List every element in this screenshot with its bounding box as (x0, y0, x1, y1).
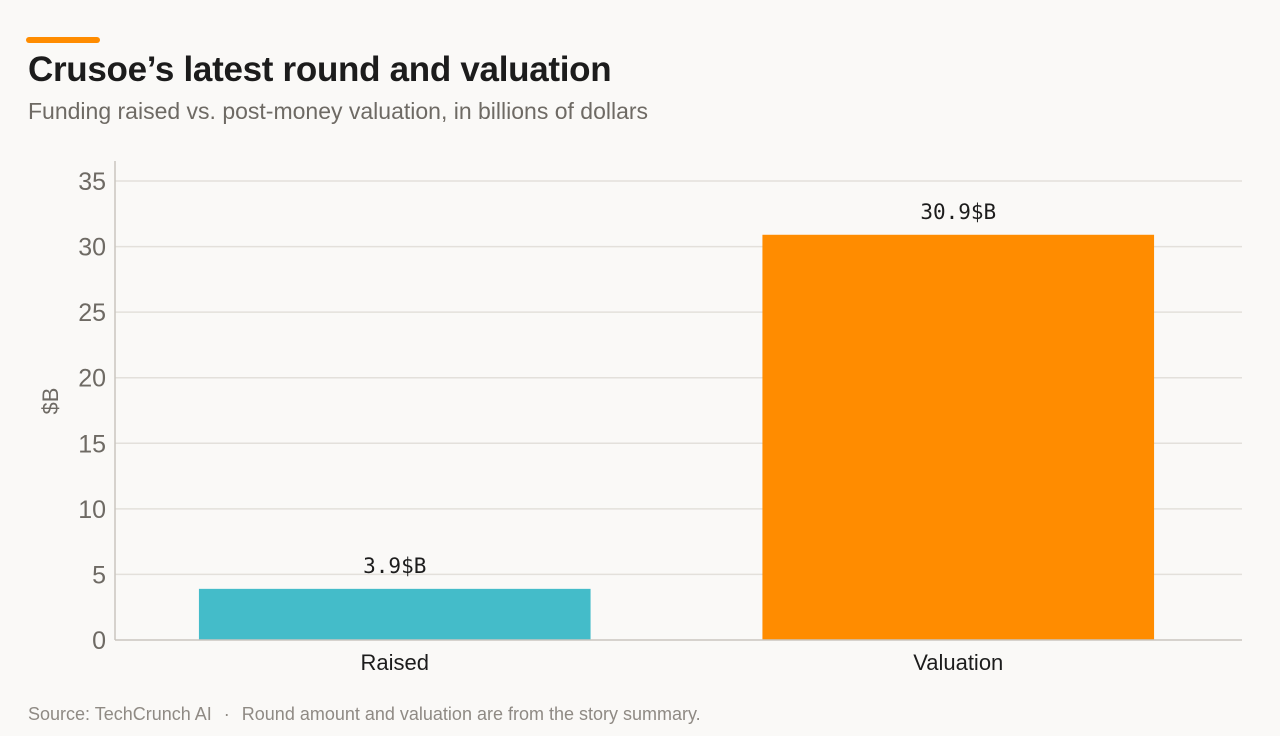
y-tick-label: 35 (78, 168, 106, 196)
accent-bar (26, 37, 100, 43)
data-label-valuation: 30.9$B (920, 200, 996, 224)
x-tick-label-valuation: Valuation (913, 650, 1003, 675)
footer: Source: TechCrunch AI · Round amount and v… (28, 704, 701, 725)
bars (198, 234, 1155, 641)
footer-separator: · (223, 704, 230, 724)
x-tick-label-raised: Raised (361, 650, 429, 675)
chart-title: Crusoe’s latest round and valuation (28, 50, 612, 89)
bar-chart: 0 5 10 15 20 25 30 35 3.9$B 30.9$B Raised Valuati… (38, 161, 1242, 675)
y-tick-label: 0 (92, 627, 106, 655)
y-tick-labels: 0 5 10 15 20 25 30 35 (78, 168, 106, 655)
y-tick-label: 10 (78, 496, 106, 524)
chart-subtitle: Funding raised vs. post-money valuation,… (28, 98, 649, 124)
y-tick-label: 25 (78, 299, 106, 327)
y-tick-label: 5 (92, 561, 106, 589)
footer-note: Round amount and valuation are from the … (241, 704, 701, 724)
y-tick-label: 20 (78, 365, 106, 393)
bar-valuation (762, 234, 1155, 641)
y-tick-label: 30 (78, 234, 106, 262)
data-labels: 3.9$B 30.9$B (363, 200, 996, 578)
source-note: Source: TechCrunch AI (28, 704, 212, 724)
bar-raised (198, 588, 591, 640)
axes (114, 161, 1242, 641)
y-axis-title: $B (38, 388, 63, 415)
x-tick-labels: Raised Valuation (361, 650, 1004, 675)
y-tick-label: 15 (78, 430, 106, 458)
data-label-raised: 3.9$B (363, 554, 426, 578)
